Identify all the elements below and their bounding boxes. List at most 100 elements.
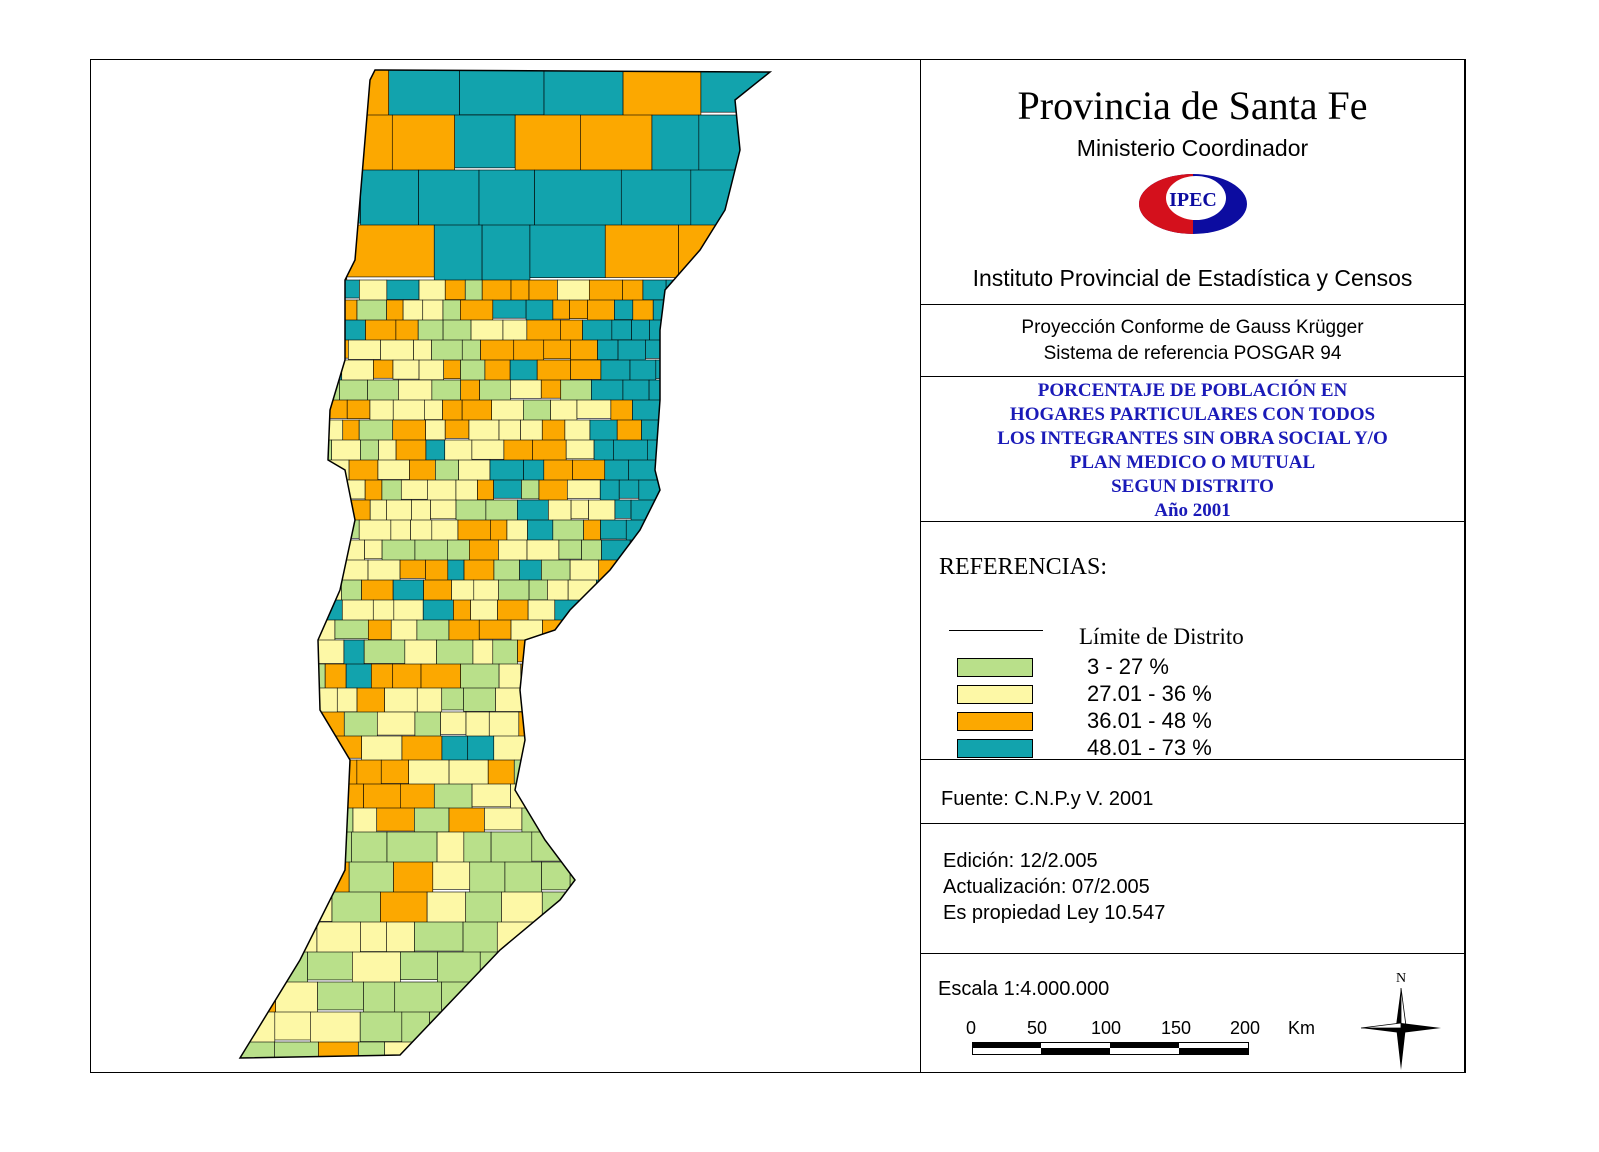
district — [638, 735, 660, 762]
district — [316, 559, 340, 586]
district — [547, 579, 569, 603]
legend-label: 36.01 - 48 % — [1087, 708, 1212, 733]
district — [593, 921, 642, 956]
scale-section: Escala 1:4.000.000 0 50 100 150 200 Km N — [921, 954, 1464, 1074]
district — [409, 459, 436, 482]
district — [503, 439, 533, 462]
ipec-logo: IPEC — [1138, 174, 1247, 234]
district — [257, 559, 277, 581]
district — [776, 736, 808, 759]
district — [288, 499, 312, 526]
district — [436, 831, 465, 866]
district — [773, 664, 801, 692]
district — [748, 499, 770, 524]
district — [763, 419, 770, 445]
district — [386, 279, 420, 300]
district — [625, 951, 665, 991]
district — [390, 519, 411, 544]
district — [657, 539, 688, 562]
legend-title: REFERENCIAS: — [939, 554, 1108, 580]
district — [510, 379, 542, 399]
district — [261, 579, 287, 607]
district — [738, 299, 758, 320]
district — [713, 1041, 746, 1058]
district — [663, 479, 690, 504]
district — [687, 539, 705, 561]
district — [740, 639, 767, 670]
district — [429, 1011, 456, 1047]
district — [240, 639, 257, 667]
district — [690, 169, 770, 229]
district — [372, 599, 395, 623]
district — [240, 861, 263, 893]
scale-tick: 100 — [1091, 1018, 1122, 1038]
district — [480, 339, 515, 363]
district — [577, 663, 612, 692]
district — [346, 224, 435, 278]
district — [318, 1041, 359, 1058]
district — [240, 1041, 275, 1058]
district — [711, 639, 741, 665]
district — [363, 639, 406, 664]
district — [530, 735, 556, 767]
district — [503, 1041, 552, 1058]
district — [603, 861, 649, 893]
district — [264, 891, 295, 931]
district — [698, 114, 769, 175]
district — [744, 419, 765, 445]
district — [521, 479, 540, 500]
district — [625, 891, 659, 928]
district — [743, 831, 770, 861]
district — [679, 861, 719, 893]
district — [726, 981, 764, 1021]
district — [307, 299, 332, 320]
district — [285, 459, 304, 479]
district — [469, 981, 515, 1010]
district — [572, 459, 606, 480]
district — [305, 399, 329, 422]
district — [252, 539, 286, 559]
district — [257, 379, 277, 405]
district — [414, 921, 464, 952]
update-date: Actualización: 07/2.005 — [943, 876, 1150, 898]
north-arrow-icon: N — [1360, 971, 1441, 1070]
district — [356, 759, 382, 788]
district — [776, 300, 804, 322]
district — [299, 519, 329, 544]
district — [597, 339, 619, 361]
district — [286, 419, 316, 443]
district — [587, 807, 624, 840]
district — [529, 224, 606, 278]
district — [760, 559, 770, 586]
district — [579, 759, 614, 784]
district — [766, 224, 770, 292]
district — [443, 359, 461, 380]
district — [400, 479, 428, 500]
legend-class: 3 - 27 % — [957, 654, 1169, 680]
district — [661, 399, 688, 425]
district — [634, 663, 676, 694]
district — [240, 70, 275, 131]
district — [433, 224, 483, 284]
district — [498, 579, 530, 603]
district — [658, 891, 685, 927]
district — [351, 831, 388, 865]
boundary-label: Límite de Distrito — [1079, 624, 1244, 649]
district — [546, 759, 581, 788]
district — [279, 639, 317, 669]
district — [240, 519, 247, 539]
province-outline — [238, 69, 773, 1059]
district — [318, 759, 358, 787]
district — [549, 807, 589, 832]
district — [240, 279, 247, 301]
district — [240, 419, 259, 444]
district — [748, 663, 770, 687]
district — [600, 359, 631, 384]
district — [689, 981, 728, 1013]
district — [624, 981, 663, 1011]
district — [769, 459, 770, 484]
district — [316, 539, 336, 563]
district — [458, 459, 491, 482]
district — [393, 599, 424, 624]
legend-boundary: Límite de Distrito — [949, 610, 1244, 650]
